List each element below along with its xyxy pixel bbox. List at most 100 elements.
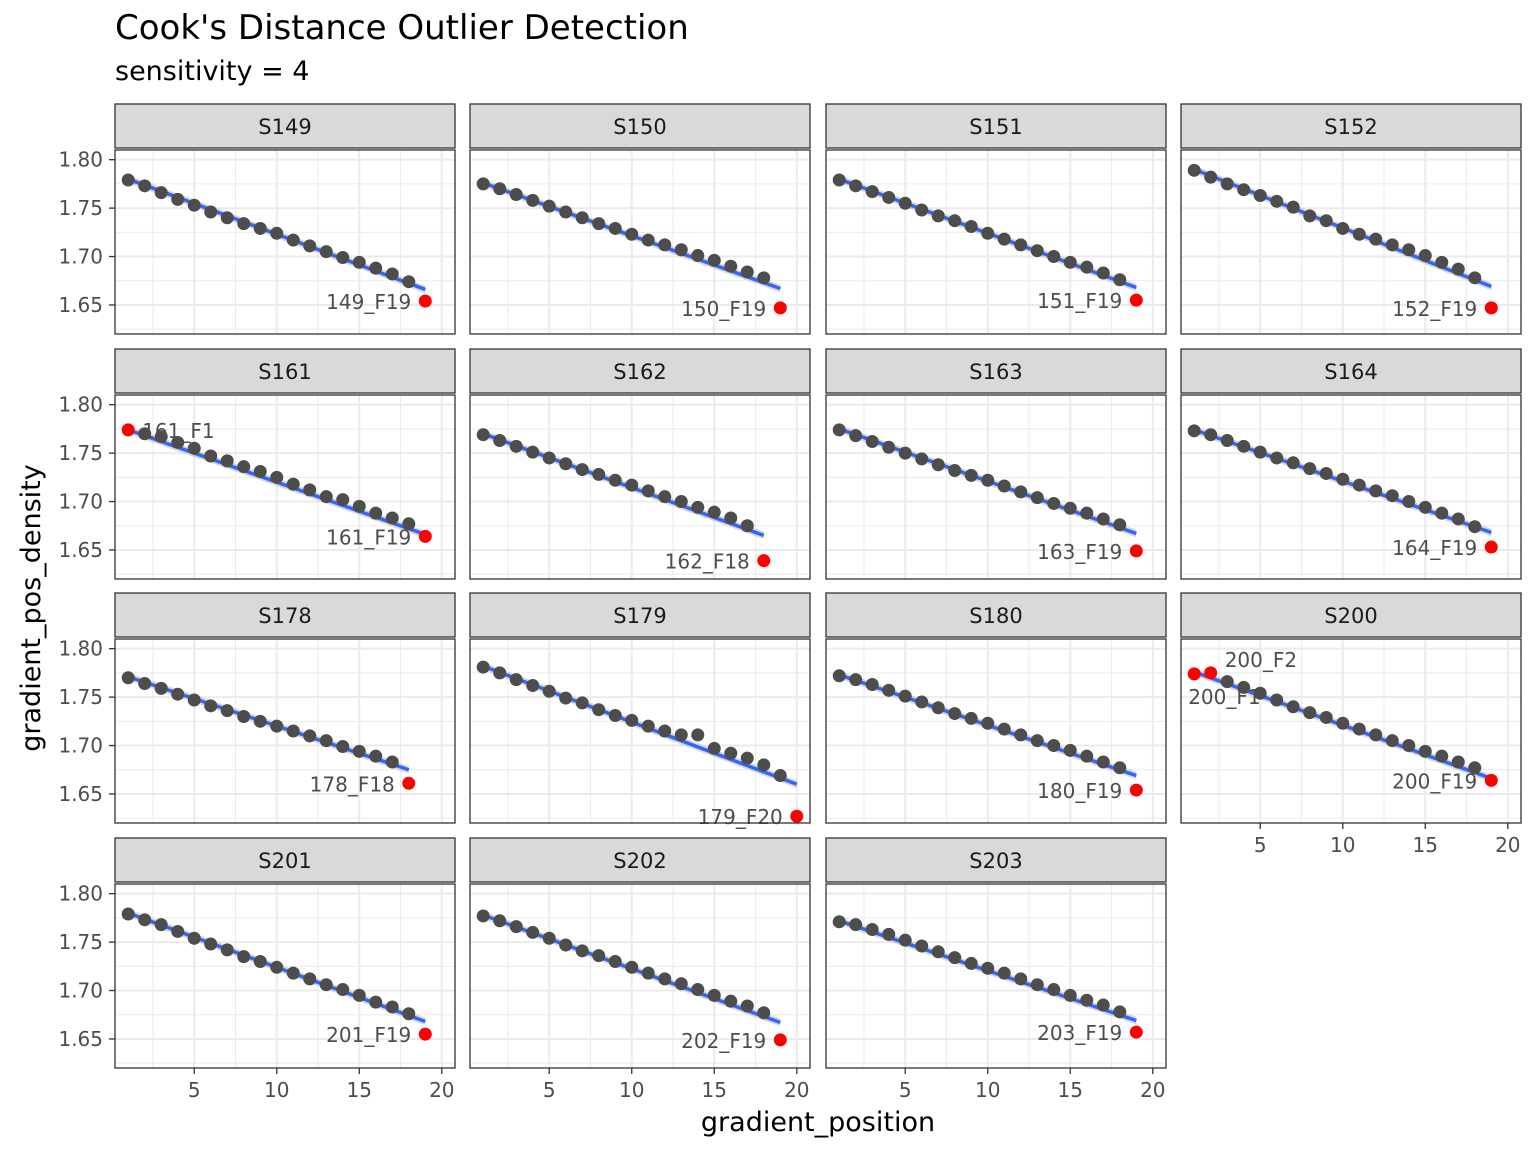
data-point xyxy=(608,221,622,235)
data-point xyxy=(691,728,705,742)
data-point xyxy=(171,192,185,206)
data-point xyxy=(1014,728,1028,742)
data-point xyxy=(1319,466,1333,480)
data-point xyxy=(542,684,556,698)
data-point xyxy=(882,190,896,204)
data-point xyxy=(964,220,978,234)
data-point xyxy=(385,755,399,769)
panel-border xyxy=(1180,394,1522,580)
data-point xyxy=(931,209,945,223)
data-point xyxy=(1096,512,1110,526)
data-point xyxy=(1286,456,1300,470)
panel-border xyxy=(469,149,811,335)
outlier-point xyxy=(418,294,432,308)
data-point xyxy=(575,211,589,225)
data-point xyxy=(1204,170,1218,184)
outlier-point xyxy=(1129,293,1143,307)
y-tick-label: 1.80 xyxy=(58,148,103,172)
facet-strip xyxy=(1180,103,1522,149)
facet-panel-s180: S180 180_F19 xyxy=(825,592,1167,824)
facet-strip xyxy=(825,837,1167,883)
data-point xyxy=(220,211,234,225)
facet-strip xyxy=(825,592,1167,638)
data-point xyxy=(915,695,929,709)
data-point xyxy=(608,709,622,723)
data-point xyxy=(1435,255,1449,269)
data-point xyxy=(526,925,540,939)
outlier-label: 179_F20 xyxy=(698,805,783,829)
outlier-point xyxy=(773,1033,787,1047)
data-point xyxy=(849,429,863,443)
data-point xyxy=(336,739,350,753)
panel-border xyxy=(825,394,1167,580)
data-point xyxy=(981,226,995,240)
facet-strip xyxy=(825,348,1167,394)
y-tick-label: 1.80 xyxy=(58,393,103,417)
data-point xyxy=(526,193,540,207)
data-point xyxy=(724,994,738,1008)
facet-panel-s152: S152 152_F19 xyxy=(1180,103,1522,335)
data-point xyxy=(1080,506,1094,520)
facet-strip xyxy=(114,348,456,394)
panel-border xyxy=(1180,638,1522,824)
panel-border xyxy=(469,638,811,824)
facet-strip xyxy=(114,592,456,638)
y-tick-label: 1.70 xyxy=(58,245,103,269)
data-point xyxy=(509,439,523,453)
data-point xyxy=(575,944,589,958)
data-point xyxy=(832,423,846,437)
data-point xyxy=(1030,734,1044,748)
data-point xyxy=(898,446,912,460)
panel-border xyxy=(114,883,456,1069)
data-point xyxy=(559,691,573,705)
data-point xyxy=(882,927,896,941)
data-point xyxy=(319,490,333,504)
outlier-label: 200_F1 xyxy=(1188,685,1260,709)
data-point xyxy=(187,931,201,945)
data-point xyxy=(948,707,962,721)
data-point xyxy=(270,226,284,240)
data-point xyxy=(171,687,185,701)
data-point xyxy=(915,452,929,466)
data-point xyxy=(369,749,383,763)
data-point xyxy=(1113,518,1127,532)
data-point xyxy=(964,711,978,725)
outlier-point xyxy=(1129,1025,1143,1039)
data-point xyxy=(1385,489,1399,503)
data-point xyxy=(948,951,962,965)
data-point xyxy=(1468,520,1482,534)
data-point xyxy=(981,716,995,730)
data-point xyxy=(1336,716,1350,730)
data-point xyxy=(915,203,929,217)
data-point xyxy=(757,271,771,285)
panel-border xyxy=(469,883,811,1069)
data-point xyxy=(559,205,573,219)
data-point xyxy=(641,233,655,247)
outlier-point xyxy=(757,554,771,568)
data-point xyxy=(270,719,284,733)
data-point xyxy=(898,689,912,703)
data-point xyxy=(608,954,622,968)
data-point xyxy=(369,506,383,520)
data-point xyxy=(1402,243,1416,257)
data-point xyxy=(898,196,912,210)
outlier-label: 161_F1 xyxy=(142,419,214,443)
data-point xyxy=(865,434,879,448)
data-point xyxy=(1096,266,1110,280)
outlier-label: 151_F19 xyxy=(1037,289,1122,313)
data-point xyxy=(1352,478,1366,492)
outlier-label: 152_F19 xyxy=(1392,297,1477,321)
facet-strip xyxy=(1180,348,1522,394)
facet-strip-label: S164 xyxy=(1324,360,1377,384)
data-point xyxy=(641,966,655,980)
data-point xyxy=(509,920,523,934)
data-point xyxy=(691,983,705,997)
data-point xyxy=(1014,972,1028,986)
data-point xyxy=(1113,761,1127,775)
data-point xyxy=(1096,755,1110,769)
data-point xyxy=(1451,755,1465,769)
facet-strip xyxy=(825,103,1167,149)
y-tick-label: 1.80 xyxy=(58,882,103,906)
y-tick-label: 1.75 xyxy=(58,441,103,465)
facet-strip-label: S180 xyxy=(969,604,1022,628)
